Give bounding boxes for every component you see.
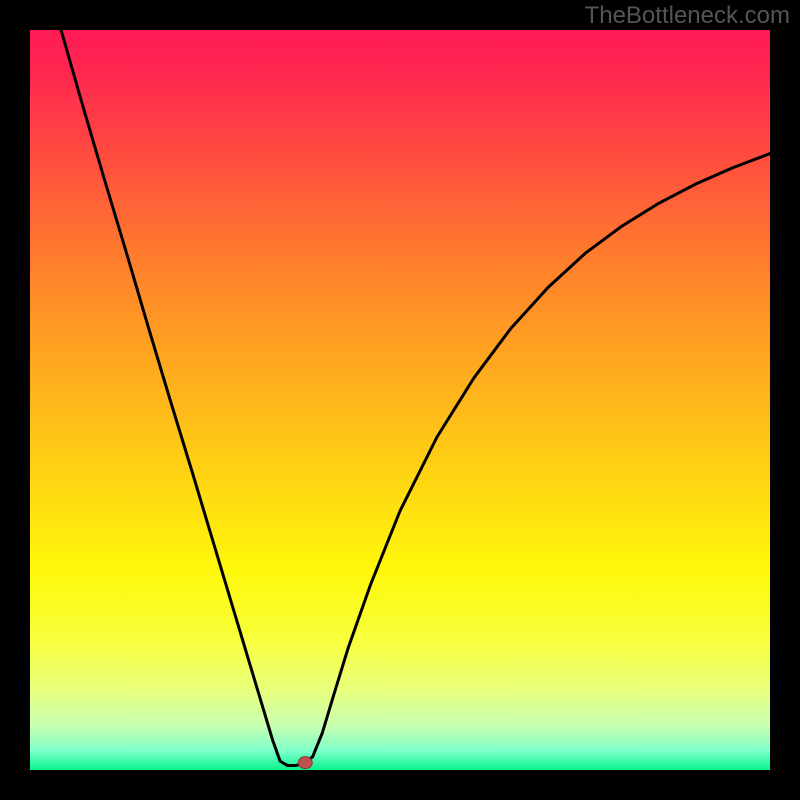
watermark-text: TheBottleneck.com — [585, 2, 790, 30]
bottleneck-curve-chart — [0, 0, 800, 800]
optimum-marker — [298, 757, 312, 769]
chart-container: TheBottleneck.com — [0, 0, 800, 800]
chart-plot-area — [30, 30, 770, 770]
